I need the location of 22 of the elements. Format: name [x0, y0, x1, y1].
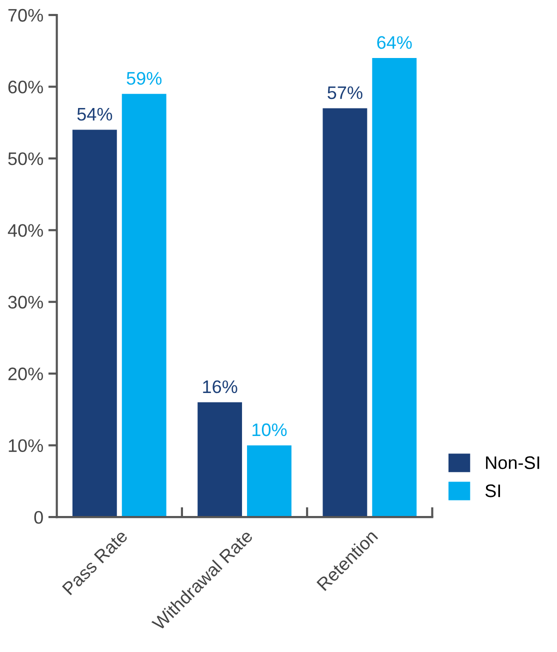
bar [247, 445, 292, 518]
data-label: 64% [377, 36, 412, 49]
data-label: 57% [328, 86, 362, 100]
bar [372, 58, 417, 518]
y-tick-label: 20% [8, 368, 43, 380]
y-tick-label: 70% [8, 8, 43, 22]
data-label: 54% [77, 108, 112, 121]
y-tick-label: 60% [8, 80, 43, 94]
bar [72, 130, 117, 518]
legend-label: Non-SI [486, 456, 540, 470]
data-label: 59% [126, 72, 162, 85]
bar [198, 402, 242, 518]
y-tick-label: 30% [8, 296, 43, 309]
y-tick-label: 50% [8, 152, 43, 166]
y-tick-label: 10% [8, 439, 43, 452]
y-tick-label: 40% [8, 224, 43, 237]
legend-label: SI [485, 484, 500, 498]
data-label: 16% [203, 380, 238, 394]
bar [122, 94, 166, 518]
bar [322, 108, 368, 518]
y-tick-label: 0 [34, 510, 43, 524]
data-label: 10% [252, 423, 287, 436]
